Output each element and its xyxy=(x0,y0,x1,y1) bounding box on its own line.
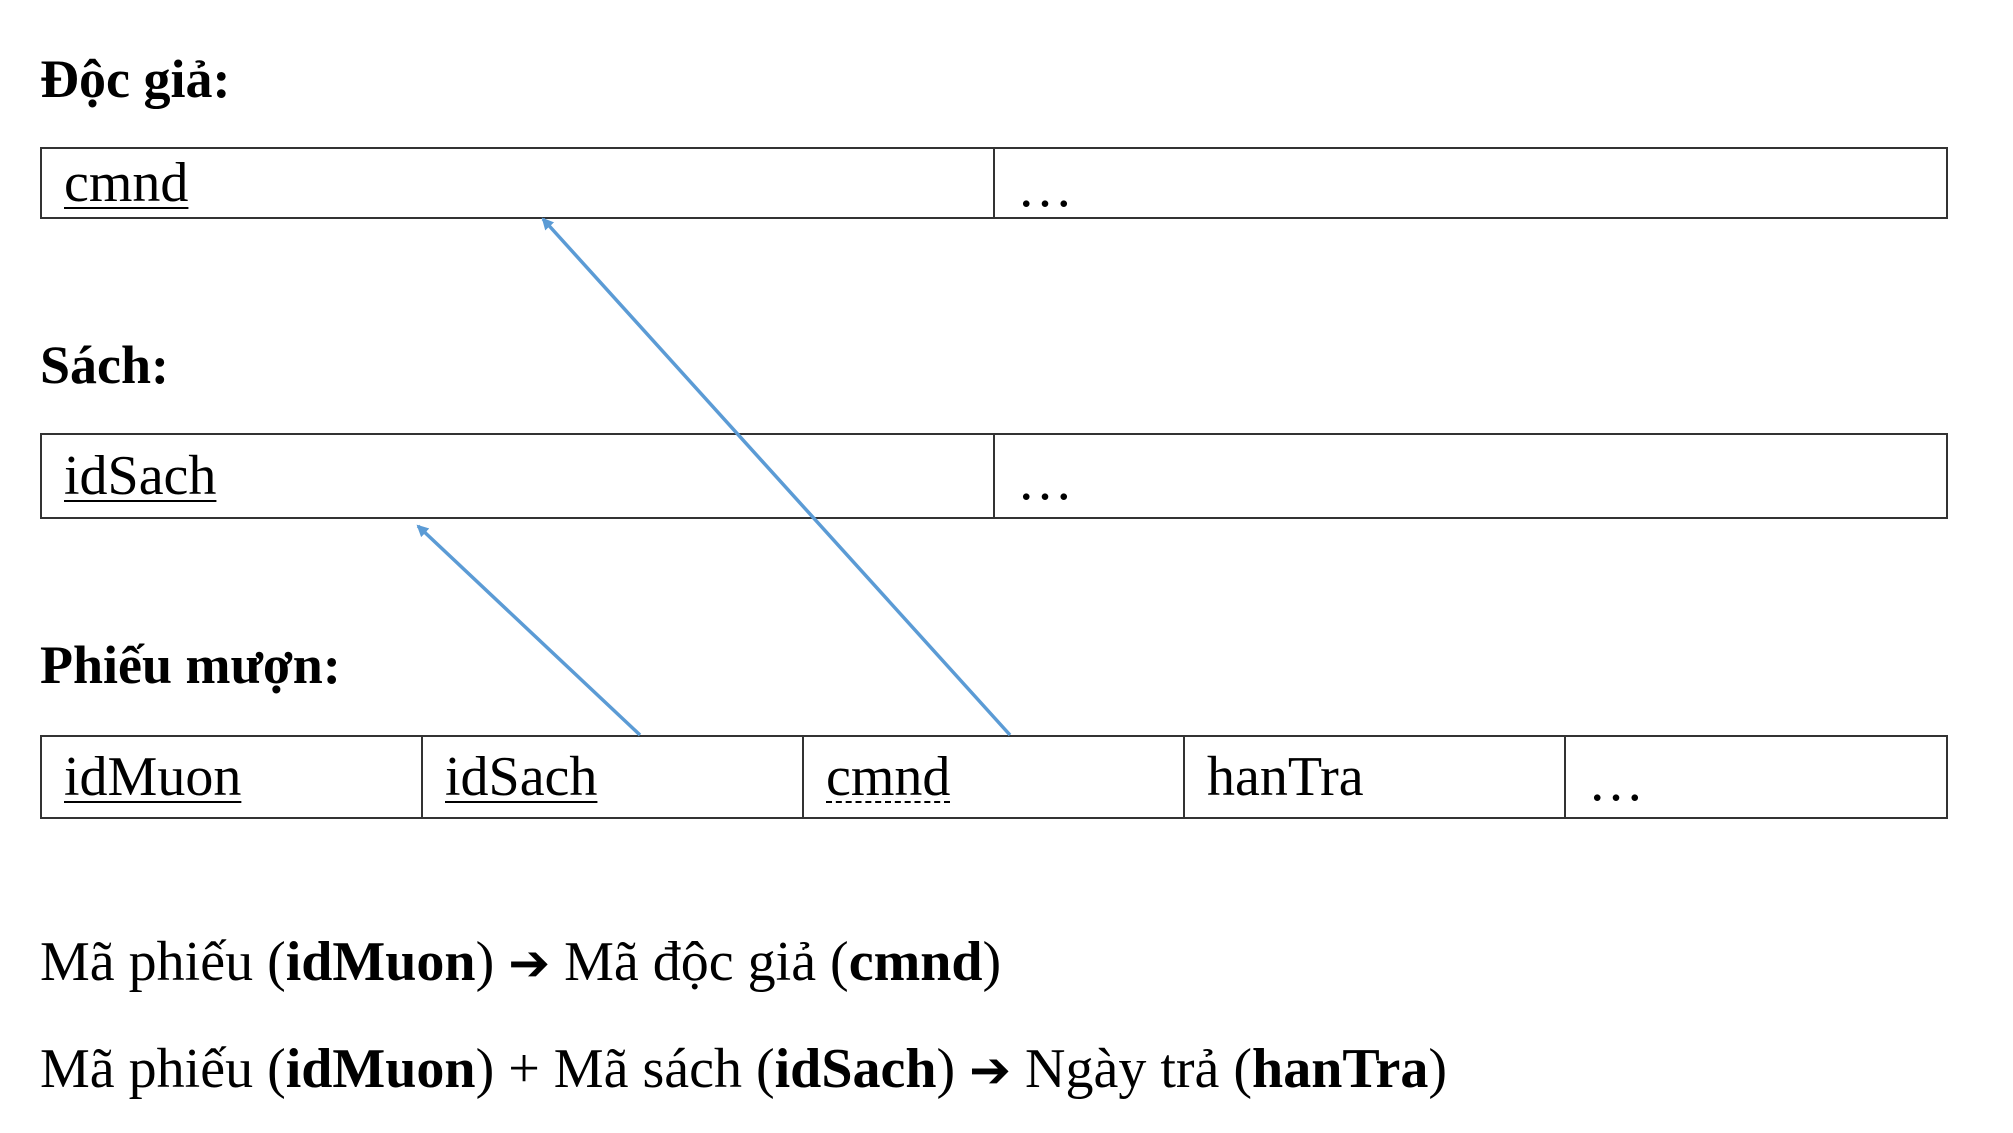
docgia-table: cmnd … xyxy=(40,147,1948,219)
docgia-more-cell: … xyxy=(1017,157,1073,219)
dependency-text: ) xyxy=(475,931,509,993)
phieumuon-hantra-cell: hanTra xyxy=(1185,737,1566,817)
dependency-text: ) xyxy=(1428,1038,1448,1100)
phieumuon-idsach-cell: idSach xyxy=(423,737,804,817)
phieumuon-more-cell: … xyxy=(1588,751,1644,813)
dependency-text: ) + Mã sách ( xyxy=(475,1038,775,1100)
phieumuon-table: idMuon idSach cmnd hanTra … xyxy=(40,735,1948,819)
phieumuon-title: Phiếu mượn: xyxy=(40,635,341,695)
attribute-name: idSach xyxy=(774,1038,937,1100)
attribute-name: hanTra xyxy=(1252,1038,1429,1100)
phieumuon-cmnd-cell: cmnd xyxy=(804,737,1185,817)
docgia-cmnd-cell: cmnd xyxy=(42,149,995,217)
implies-arrow-icon: ➔ xyxy=(969,1041,1012,1099)
attribute-name: idMuon xyxy=(285,1038,476,1100)
dependency-text: Mã phiếu ( xyxy=(40,1038,286,1100)
dependency-text: Mã độc giả ( xyxy=(550,931,849,993)
dependency-text: Ngày trả ( xyxy=(1011,1038,1253,1100)
sach-idsach-cell: idSach xyxy=(42,435,995,517)
docgia-title: Độc giả: xyxy=(40,49,231,109)
attribute-name: cmnd xyxy=(848,931,983,993)
sach-table: idSach … xyxy=(40,433,1948,519)
dependency-text: ) xyxy=(982,931,1002,993)
phieumuon-idmuon-cell: idMuon xyxy=(42,737,423,817)
dependency-line-1: Mã phiếu (idMuon) ➔ Mã độc giả (cmnd) xyxy=(40,934,1001,990)
sach-more-cell: … xyxy=(1017,450,1073,512)
arrow-idsach-to-sach xyxy=(416,524,642,737)
dependency-text: Mã phiếu ( xyxy=(40,931,286,993)
sach-title: Sách: xyxy=(40,335,170,395)
implies-arrow-icon: ➔ xyxy=(508,934,551,992)
dependency-line-2: Mã phiếu (idMuon) + Mã sách (idSach) ➔ N… xyxy=(40,1041,1447,1097)
attribute-name: idMuon xyxy=(285,931,476,993)
dependency-text: ) xyxy=(936,1038,970,1100)
